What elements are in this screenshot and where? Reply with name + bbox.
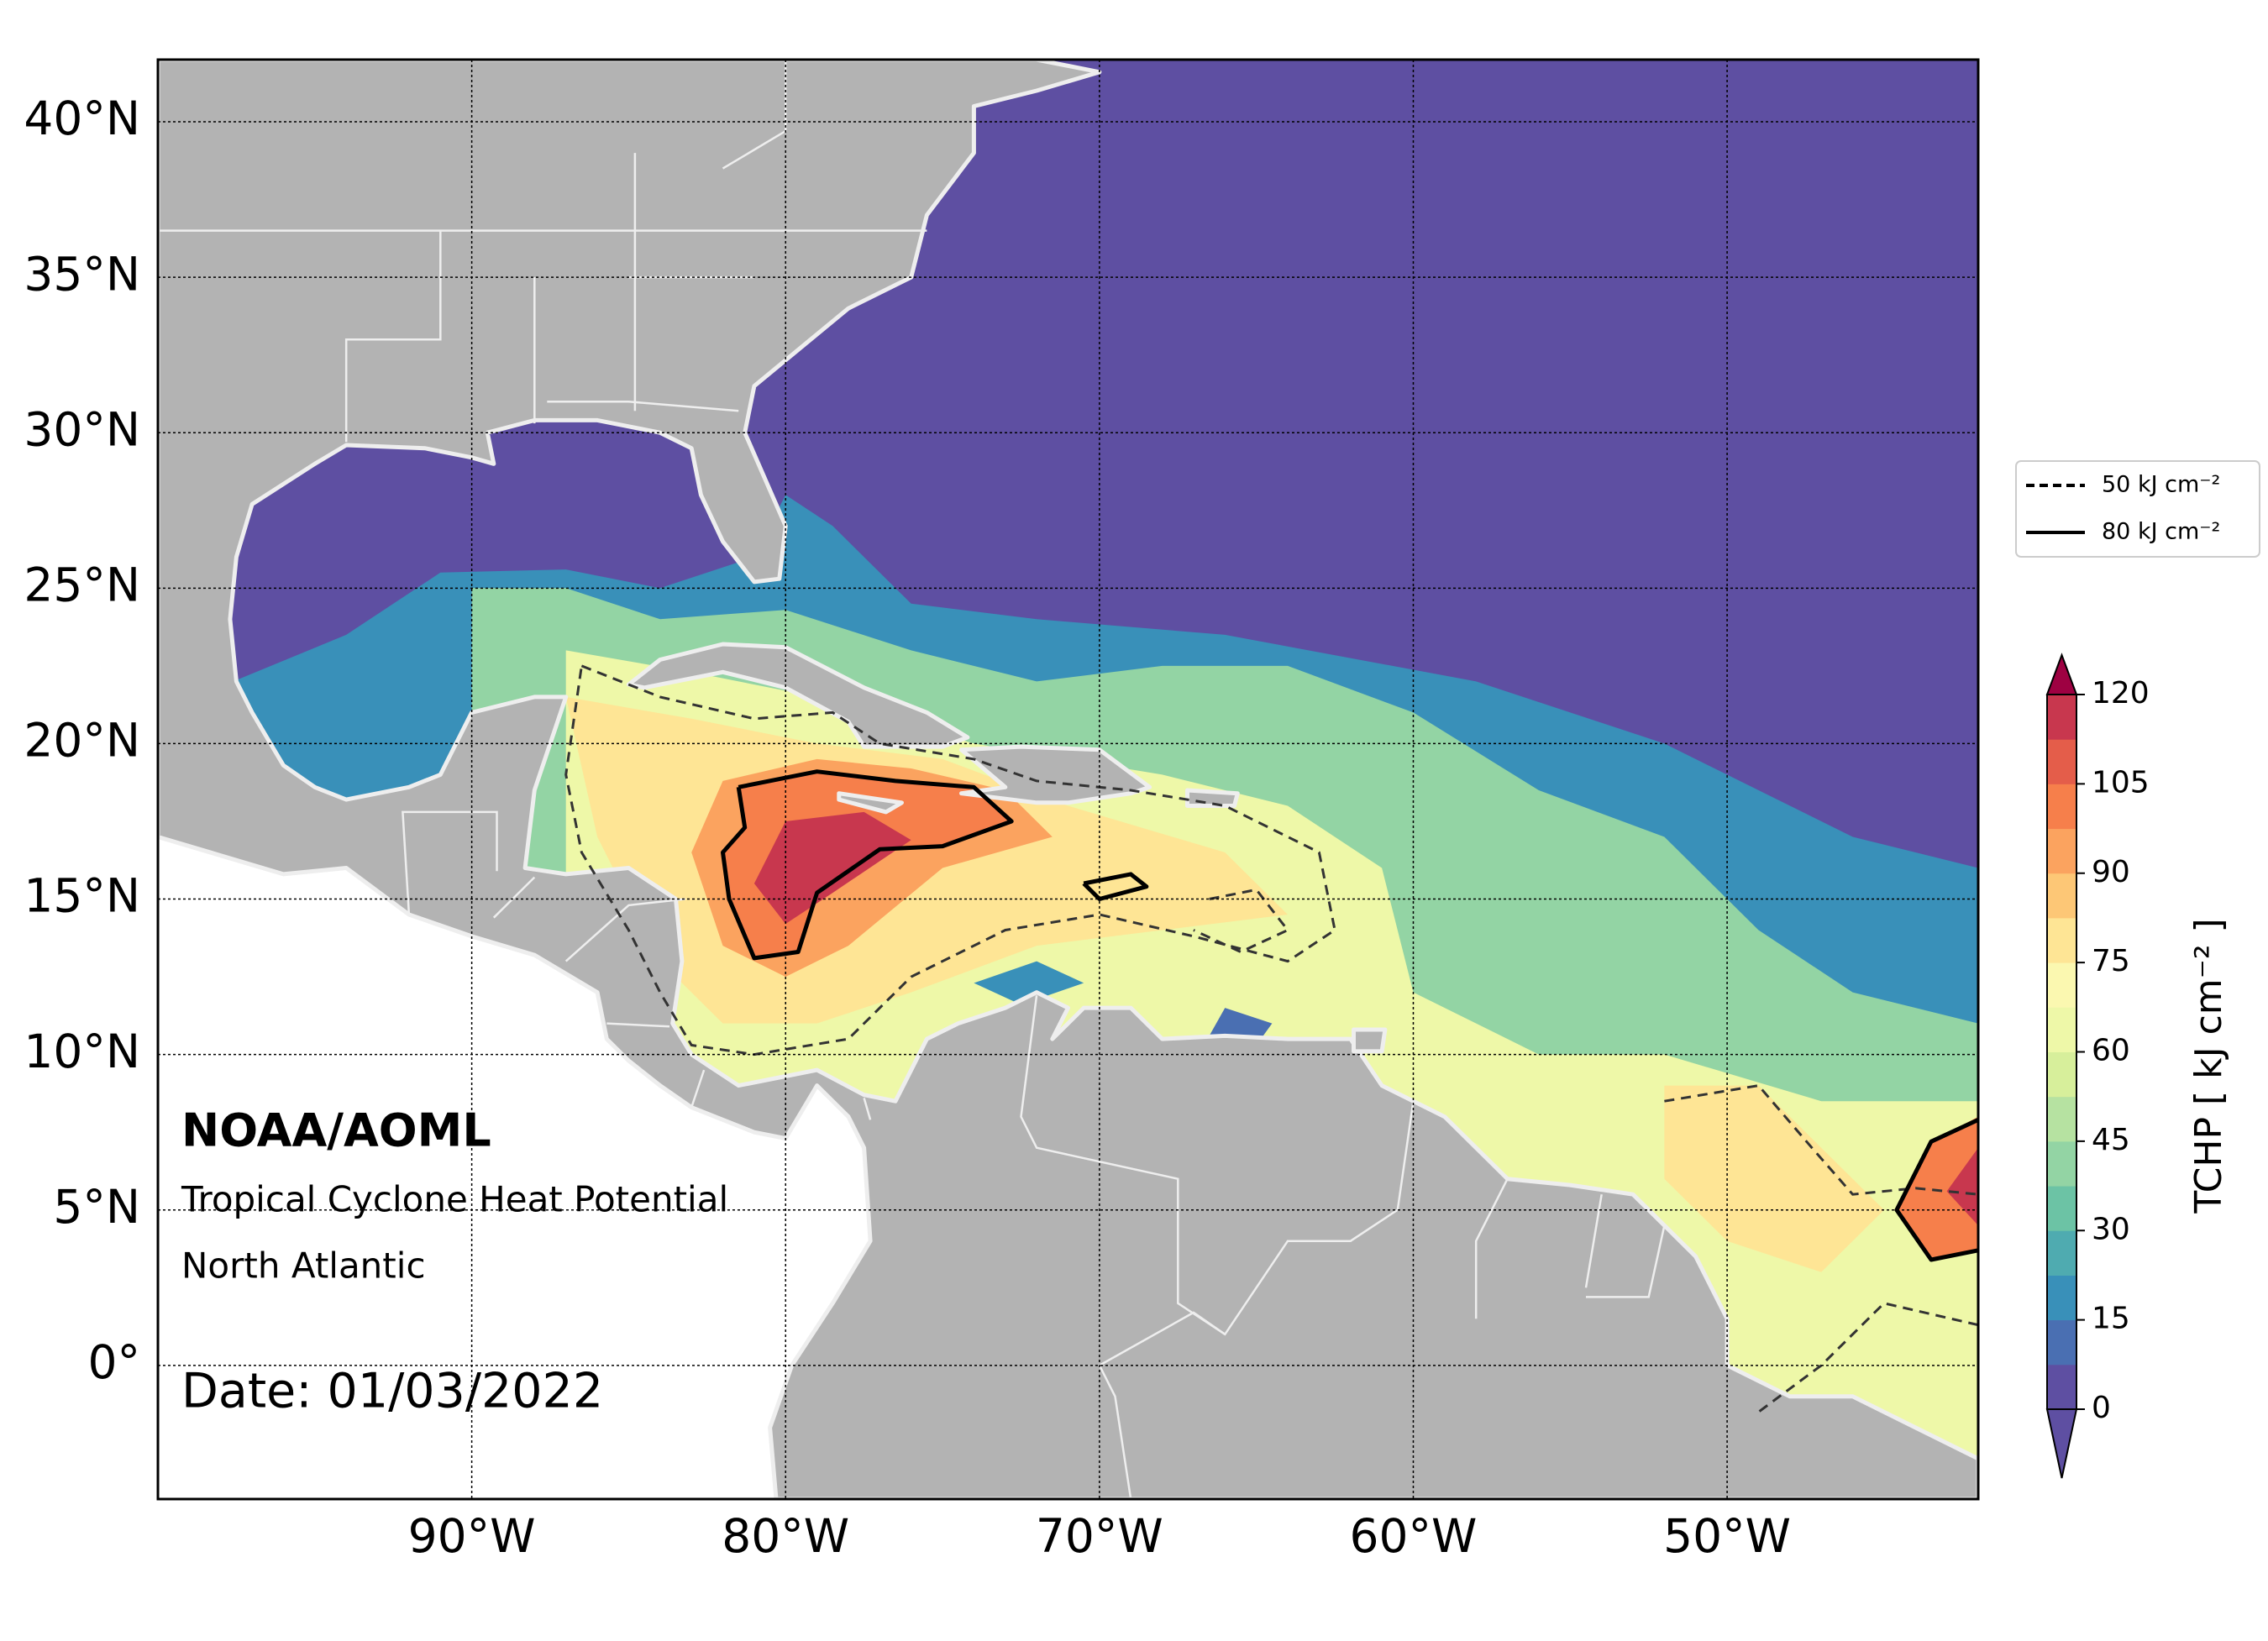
border xyxy=(606,1022,670,1028)
colorbar-band xyxy=(2047,1007,2076,1052)
colorbar-band xyxy=(2047,1364,2076,1410)
legend-label: 50 kJ cm⁻² xyxy=(2102,472,2220,498)
y-tick-label: 0° xyxy=(88,1335,141,1389)
border xyxy=(492,876,536,919)
map-overlay: NOAA/AOML Tropical Cyclone Heat Potentia… xyxy=(181,1104,728,1419)
colorbar-band xyxy=(2047,1186,2076,1231)
legend: 50 kJ cm⁻² 80 kJ cm⁻² xyxy=(2015,460,2260,558)
border xyxy=(863,1098,872,1120)
colorbar-label: TCHP [ kJ cm⁻² ] xyxy=(2187,918,2230,1214)
colorbar-tick-label: 90 xyxy=(2092,855,2130,889)
colorbar-extend xyxy=(2045,653,2078,695)
x-tick-label: 80°W xyxy=(722,1509,849,1563)
colorbar-band xyxy=(2047,1230,2076,1276)
y-tick-label: 15°N xyxy=(24,869,140,923)
colorbar: 0 15 30 45 60 75 90 105 120 TCHP [ kJ cm⁻² ] xyxy=(2045,653,2230,1479)
island xyxy=(837,791,904,815)
heat-layer xyxy=(1896,1116,1978,1260)
y-tick-label: 10°N xyxy=(24,1025,140,1078)
border xyxy=(547,400,739,412)
colorbar-tick-label: 15 xyxy=(2092,1302,2130,1336)
colorbar-band xyxy=(2047,739,2076,784)
colorbar-tick-label: 60 xyxy=(2092,1034,2130,1068)
land xyxy=(158,60,1978,1499)
border xyxy=(1584,1193,1603,1288)
y-tick-label: 20°N xyxy=(24,714,140,768)
heat-layer xyxy=(1664,1085,1884,1272)
border xyxy=(402,810,498,915)
heat-layer xyxy=(753,811,911,925)
colorbar-tick-label: 75 xyxy=(2092,944,2130,978)
y-tick-label: 5°N xyxy=(53,1180,140,1234)
contour-80 xyxy=(1894,1118,1978,1262)
colorbar-band xyxy=(2047,828,2076,874)
y-tick-label: 40°N xyxy=(24,92,140,145)
colorbar-band xyxy=(2047,1275,2076,1321)
colorbar-tick-label: 45 xyxy=(2092,1123,2130,1157)
colorbar-extend xyxy=(2045,1408,2078,1479)
x-tick-label: 90°W xyxy=(408,1509,536,1563)
colorbar-band xyxy=(2047,1319,2076,1366)
region: North Atlantic xyxy=(181,1245,426,1287)
date: Date: 01/03/2022 xyxy=(181,1364,603,1419)
colorbar-band xyxy=(2047,873,2076,919)
contour-50 xyxy=(564,664,1336,1056)
colorbar-tick-label: 120 xyxy=(2092,676,2150,710)
contour-80 xyxy=(1082,872,1149,901)
legend-label: 80 kJ cm⁻² xyxy=(2102,519,2220,545)
colorbar-tick-label: 30 xyxy=(2092,1212,2130,1246)
map-area xyxy=(158,60,1978,1499)
island xyxy=(1352,1027,1388,1054)
organization: NOAA/AOML xyxy=(181,1104,491,1157)
y-tick-label: 35°N xyxy=(24,247,140,301)
contour-50 xyxy=(1757,1302,1978,1413)
y-tick-label: 25°N xyxy=(24,558,140,611)
y-tick-label: 30°N xyxy=(24,402,140,456)
colorbar-band xyxy=(2047,1051,2076,1098)
island xyxy=(626,642,970,749)
contour-50 xyxy=(1193,888,1290,954)
colorbar-band xyxy=(2047,1140,2076,1187)
border xyxy=(690,1069,706,1108)
product: Tropical Cyclone Heat Potential xyxy=(181,1179,728,1220)
border xyxy=(564,898,685,962)
colorbar-band xyxy=(2047,962,2076,1008)
contour-50 xyxy=(1664,1083,1978,1196)
map-frame xyxy=(156,58,1980,1501)
border xyxy=(344,230,442,443)
border xyxy=(1474,1178,1509,1319)
colorbar-tick-label: 105 xyxy=(2092,765,2150,800)
heat-layer xyxy=(974,961,1084,1005)
colorbar-band xyxy=(2047,917,2076,963)
contour-80 xyxy=(721,769,1014,961)
heat-layer xyxy=(1946,1147,1978,1226)
x-tick-label: 60°W xyxy=(1350,1509,1478,1563)
colorbar-tick-label: 0 xyxy=(2092,1391,2111,1425)
colorbar-band xyxy=(2047,784,2076,830)
border xyxy=(1586,1224,1666,1298)
colorbar-band xyxy=(2047,1096,2076,1142)
x-tick-label: 70°W xyxy=(1036,1509,1163,1563)
x-tick-label: 50°W xyxy=(1663,1509,1791,1563)
colorbar-band xyxy=(2047,695,2076,740)
pacific-ocean xyxy=(158,836,871,1499)
